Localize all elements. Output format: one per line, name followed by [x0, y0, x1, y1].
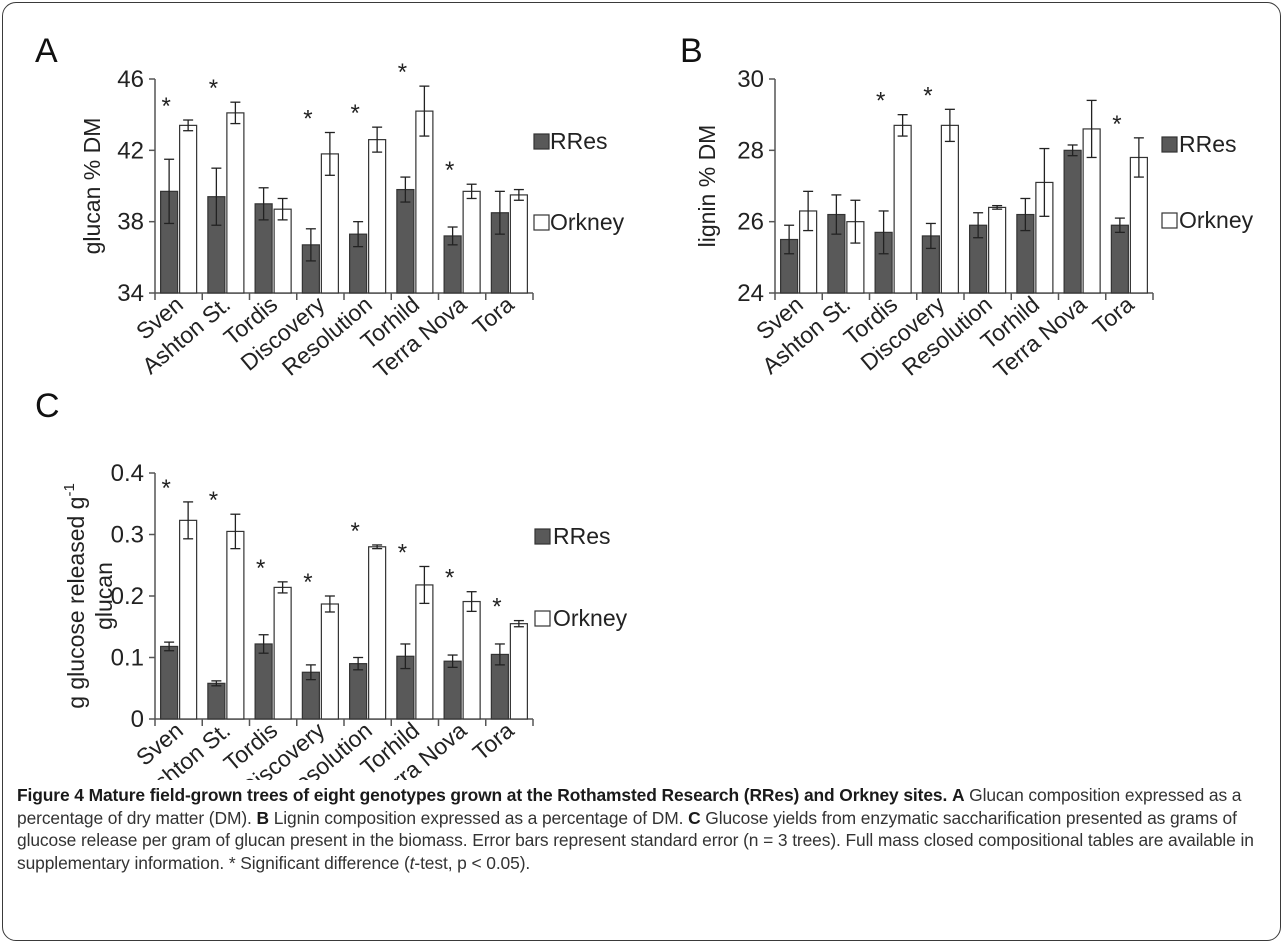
significance-star-c: *: [350, 518, 359, 545]
caption-title-b: RRes: [749, 785, 794, 805]
y-tick-label-a: 38: [117, 209, 144, 236]
bar-c-orkney: [179, 519, 198, 720]
caption-text-c: Glucose yields from enzymatic saccharifi…: [17, 807, 1254, 873]
y-tick-label-b: 30: [737, 66, 764, 93]
x-tick-label-b: Tora: [1088, 291, 1139, 340]
bar-c-rres: [254, 643, 273, 720]
caption-label-b: B: [256, 807, 270, 828]
bar-b-rres: [1063, 149, 1082, 294]
legend-label-orkney-c: Orkney: [553, 605, 628, 631]
y-tick-label-a: 42: [117, 137, 144, 164]
bar-b-orkney: [893, 124, 912, 294]
significance-star-c: *: [492, 594, 501, 621]
bar-c-rres: [160, 645, 179, 720]
bar-c-orkney: [509, 623, 528, 720]
significance-star-b: *: [1112, 111, 1121, 138]
significance-star-b: *: [876, 88, 885, 115]
y-tick-label-c: 0.4: [111, 460, 144, 487]
y-tick-label-a: 34: [117, 280, 144, 307]
figure-caption: Figure 4 Mature field-grown trees of eig…: [17, 784, 1272, 874]
legend-swatch-orkney-b: [1161, 212, 1178, 229]
y-tick-label-c: 0.1: [111, 645, 144, 672]
caption-text-a: Glucan composition expressed as a percen…: [17, 785, 1242, 828]
legend-swatch-rres-a: [533, 133, 550, 150]
caption-label-c: C: [688, 807, 701, 828]
bar-a-orkney: [179, 124, 198, 294]
panel-letter-b: B: [680, 32, 703, 70]
bar-a-rres: [396, 188, 415, 294]
caption-text-b: Lignin composition expressed as a percen…: [273, 807, 684, 828]
legend-swatch-orkney-a: [533, 214, 550, 231]
y-tick-label-c: 0.3: [111, 522, 144, 549]
y-tick-label-b: 26: [737, 209, 764, 236]
bar-a-orkney: [462, 190, 481, 294]
significance-star-c: *: [445, 565, 454, 592]
y-tick-label-b: 24: [737, 280, 764, 307]
bar-b-orkney: [988, 206, 1007, 294]
panel-letter-c: C: [35, 387, 60, 425]
significance-star-c: *: [398, 539, 407, 566]
legend-label-orkney-a: Orkney: [550, 209, 625, 235]
caption-label-a: A: [951, 785, 965, 805]
significance-star-a: *: [161, 93, 170, 120]
bar-c-orkney: [226, 530, 245, 720]
significance-star-a: *: [303, 106, 312, 133]
significance-star-a: *: [209, 75, 218, 102]
bar-a-orkney: [226, 112, 245, 294]
y-axis-label-a: glucan % DM: [79, 118, 105, 255]
y-axis-label-superscript-c: -1: [61, 483, 78, 496]
significance-star-a: *: [398, 59, 407, 86]
bar-c-orkney: [462, 600, 481, 720]
significance-star-a: *: [445, 157, 454, 184]
x-tick-label-c: Tora: [468, 717, 519, 766]
bar-a-orkney: [368, 139, 387, 294]
x-tick-label-a: Tora: [468, 291, 519, 340]
y-axis-label-b: lignin % DM: [694, 125, 720, 248]
legend-swatch-orkney-c: [534, 610, 551, 627]
caption-title-c: ) and Orkney sites.: [793, 785, 948, 805]
significance-star-c: *: [209, 487, 218, 514]
bar-c-orkney: [273, 586, 292, 720]
bar-b-orkney: [940, 124, 959, 294]
legend-swatch-rres-b: [1161, 136, 1178, 153]
y-axis-label-line2-c: glucan: [91, 562, 117, 630]
significance-star-a: *: [350, 100, 359, 127]
caption-ttest: t: [409, 852, 415, 873]
significance-star-b: *: [923, 82, 932, 109]
significance-star-c: *: [303, 569, 312, 596]
significance-star-c: *: [161, 475, 170, 502]
legend-swatch-rres-c: [534, 528, 551, 545]
bar-c-orkney: [415, 584, 434, 720]
caption-figure-label: Figure 4: [17, 785, 84, 805]
legend-label-rres-b: RRes: [1179, 131, 1237, 157]
bar-c-orkney: [368, 546, 387, 720]
panel-letter-a: A: [35, 32, 58, 70]
bar-a-orkney: [273, 208, 292, 294]
legend-label-orkney-b: Orkney: [1179, 207, 1254, 233]
bar-b-rres: [1110, 224, 1129, 294]
significance-star-c: *: [256, 555, 265, 582]
y-tick-label-c: 0: [131, 706, 144, 733]
bar-b-orkney: [1129, 156, 1148, 294]
bar-a-orkney: [415, 110, 434, 294]
caption-text-end: -test, p < 0.05).: [414, 852, 531, 873]
bar-c-orkney: [320, 603, 339, 720]
y-tick-label-b: 28: [737, 137, 764, 164]
legend-label-rres-a: RRes: [550, 128, 608, 154]
bar-c-rres: [349, 663, 368, 720]
y-tick-label-c: 0.2: [111, 583, 144, 610]
bar-a-orkney: [509, 194, 528, 294]
y-axis-label-c: g glucose released g-1: [61, 483, 89, 709]
caption-title-a: Mature field-grown trees of eight genoty…: [88, 785, 750, 805]
bar-c-rres: [443, 660, 462, 720]
bar-c-rres: [207, 682, 226, 720]
y-tick-label-a: 46: [117, 66, 144, 93]
legend-label-rres-c: RRes: [553, 523, 611, 549]
